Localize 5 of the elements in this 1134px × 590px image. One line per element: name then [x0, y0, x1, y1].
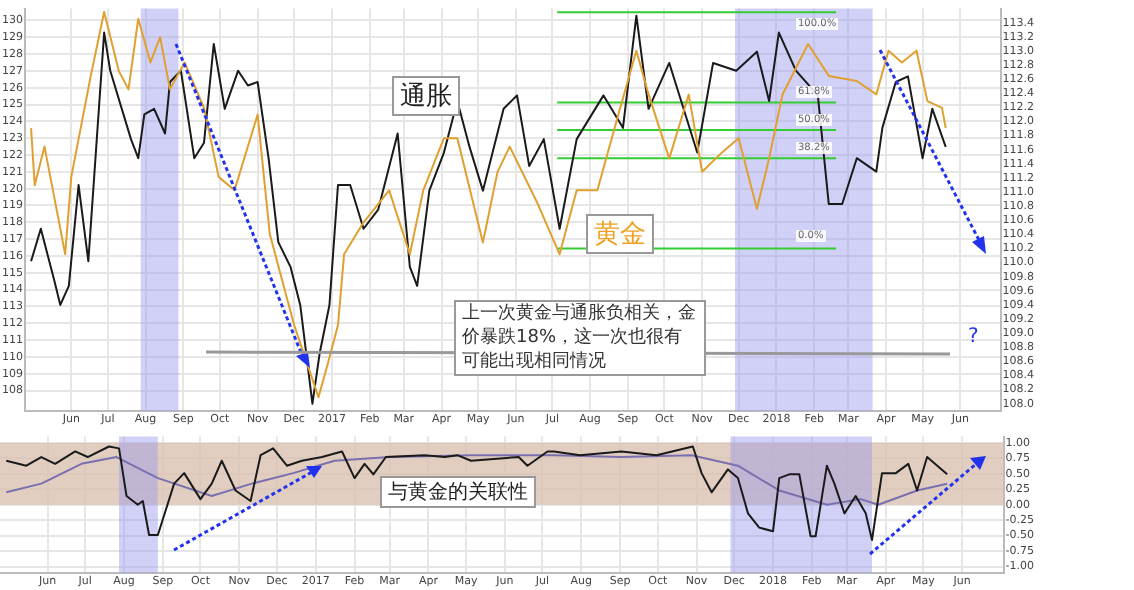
annotation: 上一次黄金与通胀负相关，金价暴跌18%，这一次也很有可能出现相同情况	[454, 300, 706, 376]
annotation: 与黄金的关联性	[380, 476, 536, 508]
annotation: 黄金	[586, 214, 654, 254]
annotation: ?	[968, 326, 979, 348]
annotation: 通胀	[392, 76, 460, 116]
